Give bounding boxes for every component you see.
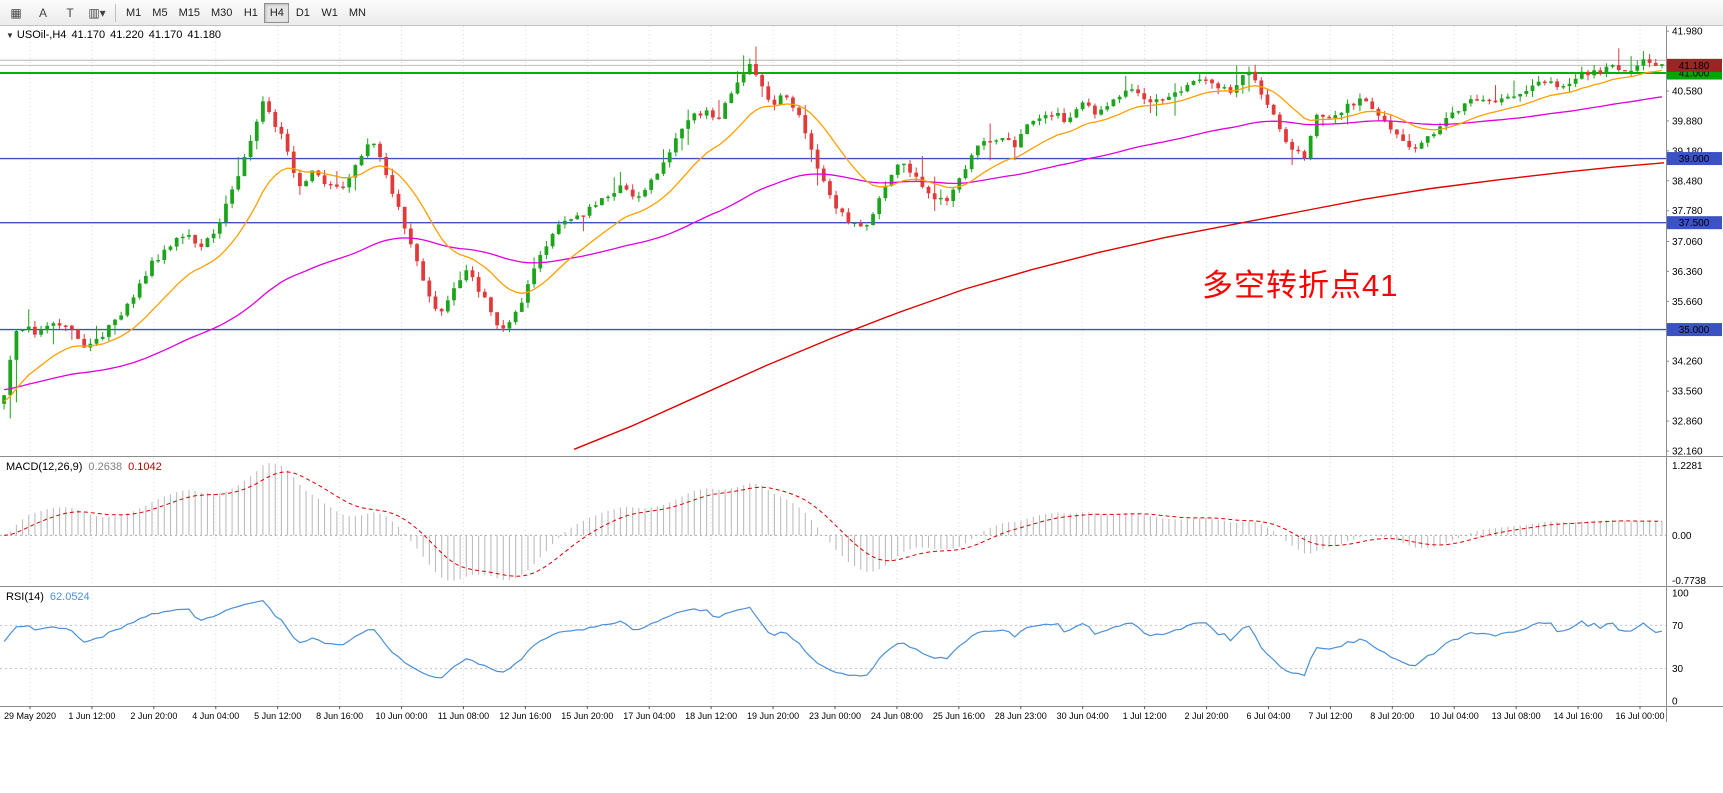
candlesticks[interactable] (2, 46, 1664, 419)
price-tick-label: 39.880 (1672, 116, 1703, 127)
price-badge-37.500 (1667, 216, 1722, 230)
time-tick-label: 13 Jul 08:00 (1492, 711, 1541, 721)
horizontal-level-lines[interactable] (0, 59, 1666, 331)
time-tick-label: 25 Jun 16:00 (933, 711, 985, 721)
time-tick-label: 23 Jun 00:00 (809, 711, 861, 721)
time-tick-label: 2 Jun 20:00 (130, 711, 177, 721)
time-tick-label: 24 Jun 08:00 (871, 711, 923, 721)
moving-averages (3, 69, 1665, 450)
toolbar-separator (115, 3, 116, 22)
time-tick-label: 4 Jun 04:00 (192, 711, 239, 721)
chart-windows-icon[interactable]: ▦ (3, 3, 29, 23)
time-tick-label: 6 Jul 04:00 (1246, 711, 1290, 721)
time-tick-label: 29 May 2020 (4, 711, 56, 721)
text-tool-icon[interactable]: T (57, 3, 83, 23)
timeframe-button-m1[interactable]: M1 (121, 3, 146, 23)
rsi-scale-30: 30 (1672, 664, 1684, 675)
time-tick-label: 8 Jul 20:00 (1370, 711, 1414, 721)
svg-text:39.000: 39.000 (1679, 154, 1710, 165)
ma-magenta-line (4, 96, 1662, 391)
timeframe-button-w1[interactable]: W1 (316, 3, 343, 23)
svg-text:41.180: 41.180 (1679, 61, 1710, 72)
price-tick-label: 37.060 (1672, 237, 1703, 248)
timeframe-button-m30[interactable]: M30 (206, 3, 237, 23)
price-tick-label: 41.980 (1672, 27, 1703, 38)
time-tick-label: 15 Jun 20:00 (561, 711, 613, 721)
time-tick-label: 19 Jun 20:00 (747, 711, 799, 721)
macd-signal-line (4, 471, 1662, 577)
rsi-scale-0: 0 (1672, 697, 1678, 708)
timeframe-button-mn[interactable]: MN (344, 3, 371, 23)
price-badge-35.000 (1667, 323, 1722, 337)
price-tick-label: 33.560 (1672, 387, 1703, 398)
chart-type-icon[interactable]: ▥▾ (84, 3, 110, 23)
time-tick-label: 11 Jun 08:00 (438, 711, 489, 721)
timeframe-button-m5[interactable]: M5 (147, 3, 172, 23)
timeframe-buttons: M1 M5 M15 M30 H1 H4 D1 W1 MN (121, 2, 371, 23)
price-tick-label: 32.160 (1672, 447, 1703, 458)
time-tick-label: 7 Jul 12:00 (1308, 711, 1352, 721)
time-tick-label: 1 Jul 12:00 (1123, 711, 1167, 721)
time-tick-label: 1 Jun 12:00 (68, 711, 115, 721)
timeframe-button-d1[interactable]: D1 (290, 3, 315, 23)
price-tick-label: 39.180 (1672, 146, 1703, 157)
macd-pane (0, 463, 1666, 581)
price-tick-label: 37.780 (1672, 206, 1703, 217)
time-tick-label: 5 Jun 12:00 (254, 711, 301, 721)
time-tick-label: 8 Jun 16:00 (316, 711, 363, 721)
timeframe-button-m15[interactable]: M15 (174, 3, 205, 23)
ma-orange-line (3, 69, 1662, 402)
time-tick-label: 28 Jun 23:00 (995, 711, 1047, 721)
ma-red-long-line (573, 162, 1665, 450)
price-tick-label: 36.360 (1672, 267, 1703, 278)
time-tick-label: 12 Jun 16:00 (499, 711, 551, 721)
price-tick-label: 35.660 (1672, 297, 1703, 308)
vertical-gridlines (29, 26, 1641, 706)
time-tick-label: 10 Jul 04:00 (1430, 711, 1479, 721)
time-tick-label: 30 Jun 04:00 (1057, 711, 1109, 721)
pane-separators (0, 456, 1723, 707)
svg-text:37.500: 37.500 (1679, 218, 1710, 229)
toolbar-icons: ▦ A T ▥▾ (3, 3, 110, 23)
macd-scale-min: -0.7738 (1672, 576, 1706, 587)
main-toolbar: ▦ A T ▥▾ M1 M5 M15 M30 H1 H4 D1 W1 MN (0, 0, 1723, 26)
rsi-line (3, 600, 1663, 679)
time-tick-label: 10 Jun 00:00 (376, 711, 428, 721)
macd-histogram (9, 463, 1663, 581)
time-tick-label: 18 Jun 12:00 (685, 711, 737, 721)
price-chart-svg[interactable]: 41.980 40.580 39.880 39.180 38.480 37.780 37.0… (0, 26, 1723, 793)
macd-scale-zero: 0.00 (1672, 531, 1692, 542)
price-badge-39.000 (1667, 152, 1722, 166)
svg-text:41.000: 41.000 (1679, 69, 1710, 80)
rsi-scale-100: 100 (1672, 589, 1689, 600)
time-tick-label: 17 Jun 04:00 (623, 711, 675, 721)
time-tick-label: 14 Jul 16:00 (1554, 711, 1603, 721)
current-price-badge (1667, 58, 1722, 72)
time-tick-label: 16 Jul 00:00 (1615, 711, 1664, 721)
price-tick-label: 40.580 (1672, 86, 1703, 97)
price-scale-column[interactable]: 41.980 40.580 39.880 39.180 38.480 37.780 37.0… (1666, 26, 1723, 723)
annotation-tool-icon[interactable]: A (30, 3, 56, 23)
macd-scale-max: 1.2281 (1672, 461, 1703, 472)
time-tick-label: 2 Jul 20:00 (1185, 711, 1229, 721)
rsi-scale-70: 70 (1672, 621, 1684, 632)
time-axis[interactable]: 29 May 2020 1 Jun 12:00 2 Jun 20:00 4 Jun 0… (4, 706, 1665, 721)
svg-text:35.000: 35.000 (1679, 325, 1710, 336)
rsi-pane (0, 600, 1666, 679)
timeframe-button-h4[interactable]: H4 (264, 2, 290, 23)
chart-canvas[interactable]: 41.980 40.580 39.880 39.180 38.480 37.780 37.0… (0, 26, 1723, 793)
price-tick-label: 34.260 (1672, 357, 1703, 368)
price-tick-label: 32.860 (1672, 417, 1703, 428)
timeframe-button-h1[interactable]: H1 (238, 3, 263, 23)
price-tick-label: 38.480 (1672, 176, 1703, 187)
